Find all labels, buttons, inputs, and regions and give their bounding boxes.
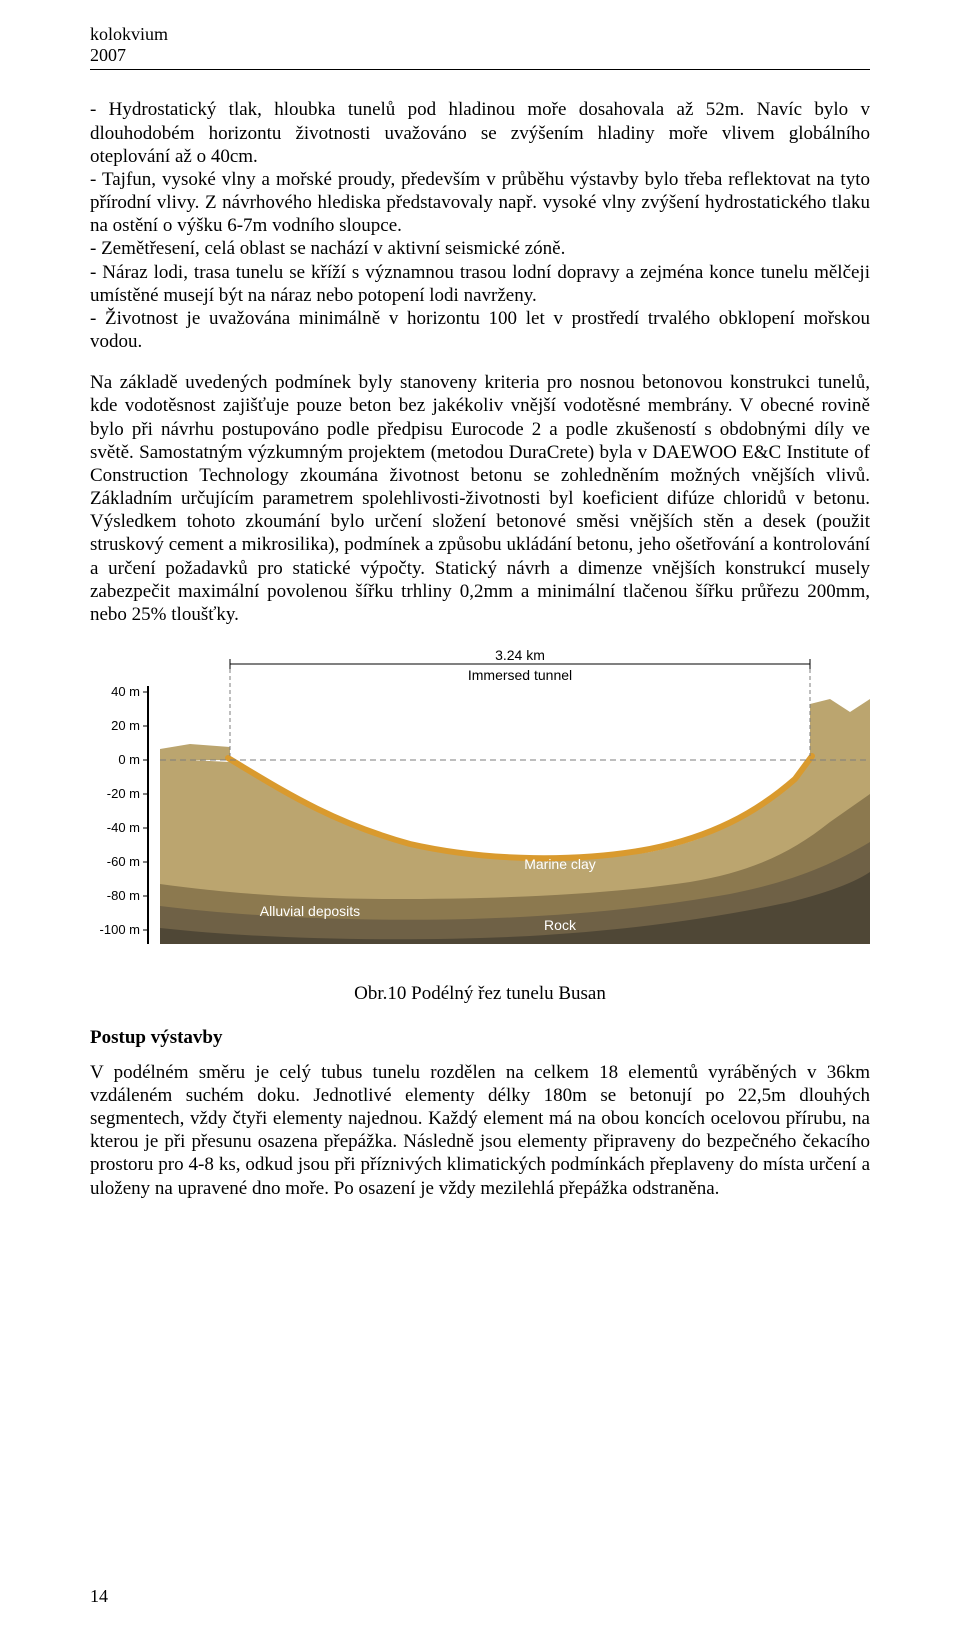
svg-text:-40 m: -40 m <box>107 820 140 835</box>
running-header-line2: 2007 <box>90 45 126 65</box>
svg-text:20 m: 20 m <box>111 718 140 733</box>
body-paragraph-3: V podélném směru je celý tubus tunelu ro… <box>90 1061 870 1200</box>
svg-text:-20 m: -20 m <box>107 786 140 801</box>
svg-text:Immersed tunnel: Immersed tunnel <box>468 667 572 683</box>
svg-text:-80 m: -80 m <box>107 888 140 903</box>
svg-text:Alluvial deposits: Alluvial deposits <box>260 903 360 919</box>
svg-text:0 m: 0 m <box>118 752 140 767</box>
svg-text:Rock: Rock <box>544 917 577 933</box>
body-paragraph-1: - Hydrostatický tlak, hloubka tunelů pod… <box>90 98 870 353</box>
page-number: 14 <box>90 1586 108 1608</box>
figure-longitudinal-section: Marine clay Alluvial deposits Rock 40 m 20 m… <box>90 644 870 960</box>
page: kolokvium 2007 - Hydrostatický tlak, hlo… <box>0 0 960 1630</box>
svg-text:40 m: 40 m <box>111 684 140 699</box>
body-paragraph-2: Na základě uvedených podmínek byly stano… <box>90 371 870 626</box>
figure-caption: Obr.10 Podélný řez tunelu Busan <box>90 982 870 1005</box>
header-rule <box>90 69 870 70</box>
running-header-line1: kolokvium <box>90 24 168 44</box>
svg-text:-60 m: -60 m <box>107 854 140 869</box>
svg-text:Marine clay: Marine clay <box>524 856 596 872</box>
section-heading: Postup výstavby <box>90 1026 870 1049</box>
svg-text:3.24 km: 3.24 km <box>495 647 545 663</box>
running-header: kolokvium 2007 <box>90 24 870 65</box>
svg-text:-100 m: -100 m <box>100 922 140 937</box>
cross-section-diagram: Marine clay Alluvial deposits Rock 40 m 20 m… <box>90 644 870 954</box>
